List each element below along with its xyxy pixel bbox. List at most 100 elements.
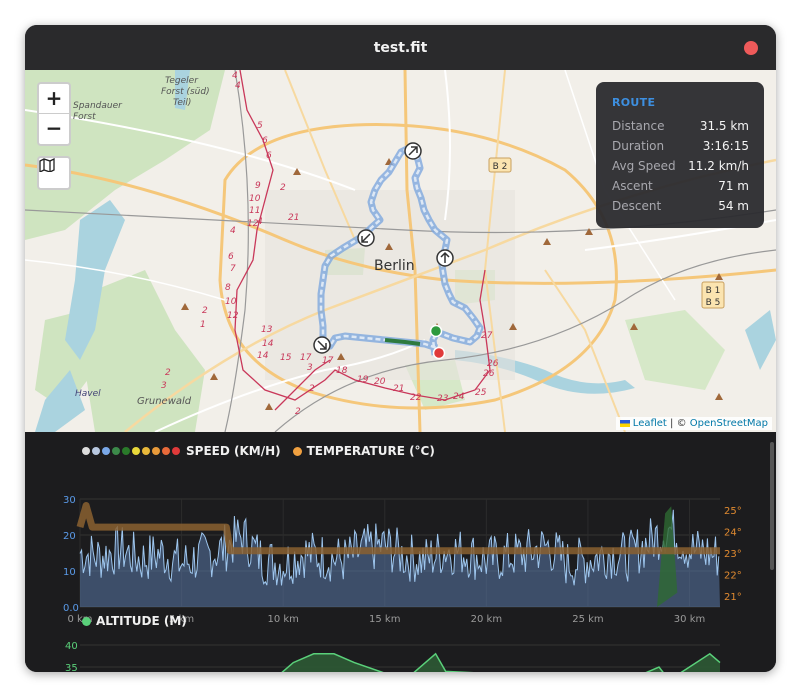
temperature-line — [76, 502, 720, 555]
temperature-tick-label: 25° — [724, 506, 742, 517]
svg-text:17: 17 — [322, 356, 334, 366]
altitude-tick-label: 40 — [65, 641, 78, 652]
temperature-legend-dot — [292, 446, 302, 456]
svg-text:22: 22 — [410, 393, 422, 403]
distance-tick-label: 30 km — [674, 614, 705, 625]
place-label-grunewald: Grunewald — [137, 396, 192, 407]
osm-link[interactable]: OpenStreetMap — [689, 418, 768, 429]
svg-text:4: 4 — [232, 71, 238, 81]
leaflet-link[interactable]: Leaflet — [632, 418, 667, 429]
flag-icon — [619, 419, 630, 427]
svg-text:2: 2 — [202, 306, 208, 316]
distance-tick-label: 15 km — [369, 614, 400, 625]
svg-text:2: 2 — [295, 407, 301, 417]
altitude-line — [281, 652, 721, 672]
place-label-spandauer-forst: Forst — [73, 112, 96, 122]
route-row-value: 31.5 km — [699, 119, 749, 133]
speed-scale-dot — [132, 447, 140, 455]
svg-text:7: 7 — [230, 264, 236, 274]
speed-tick-label: 0.0 — [63, 603, 79, 614]
charts-panel: SPEED (KM/H) TEMPERATURE (°C) 30 20 10 0.0 2… — [25, 432, 776, 672]
speed-scale-dot — [172, 447, 180, 455]
svg-text:2: 2 — [165, 368, 171, 378]
svg-text:20: 20 — [374, 377, 386, 387]
svg-text:10: 10 — [225, 297, 237, 307]
map-tiles: B 2 B 1 B 5 Tegeler Forst (süd) Teil) Sp… — [25, 70, 776, 432]
place-label-tegeler: Tegeler — [165, 76, 199, 86]
speed-area — [80, 509, 720, 607]
svg-text:5: 5 — [257, 121, 263, 131]
speed-scale-dot — [92, 447, 100, 455]
route-summary-panel: ROUTE Distance 31.5 km Duration 3:16:15 … — [596, 82, 764, 228]
map-icon — [39, 158, 55, 172]
svg-text:6: 6 — [228, 252, 234, 262]
svg-text:2: 2 — [309, 384, 315, 394]
direction-marker-icon — [436, 249, 454, 267]
road-badge-b2: B 2 — [493, 162, 508, 172]
altitude-legend-dot — [82, 616, 91, 626]
layers-button[interactable] — [37, 156, 71, 190]
svg-text:25: 25 — [475, 388, 487, 398]
direction-marker-icon — [357, 229, 375, 247]
close-button[interactable] — [744, 41, 758, 55]
route-row-label: Ascent — [612, 179, 653, 193]
svg-text:1: 1 — [200, 320, 206, 330]
svg-text:3: 3 — [161, 381, 167, 391]
svg-text:11: 11 — [249, 206, 260, 216]
speed-scale-dot — [112, 447, 120, 455]
speed-scale-dot — [82, 447, 90, 455]
speed-tick-label: 10 — [63, 567, 76, 578]
svg-text:15: 15 — [280, 353, 292, 363]
temperature-tick-label: 21° — [724, 592, 742, 603]
route-row-duration: Duration 3:16:15 — [612, 139, 749, 153]
route-row-value: 71 m — [718, 179, 749, 193]
route-row-ascent: Ascent 71 m — [612, 179, 749, 193]
route-map[interactable]: B 2 B 1 B 5 Tegeler Forst (süd) Teil) Sp… — [25, 70, 776, 432]
distance-tick-label: 10 km — [267, 614, 298, 625]
temperature-tick-label: 23° — [724, 549, 742, 560]
svg-text:18: 18 — [336, 366, 348, 376]
title-bar: test.fit — [25, 25, 776, 70]
speed-legend: SPEED (KM/H) TEMPERATURE (°C) — [82, 444, 435, 458]
zoom-in-button[interactable]: + — [39, 84, 69, 114]
temperature-tick-label: 22° — [724, 571, 742, 582]
zoom-control: + − — [37, 82, 71, 146]
svg-text:19: 19 — [357, 375, 369, 385]
route-panel-title: ROUTE — [612, 96, 656, 109]
speed-color-scale — [82, 447, 180, 455]
svg-text:21: 21 — [288, 213, 299, 223]
route-row-label: Avg Speed — [612, 159, 676, 173]
chart-scrollbar[interactable] — [770, 442, 774, 570]
svg-text:10: 10 — [249, 194, 261, 204]
distance-tick-label: 25 km — [572, 614, 603, 625]
route-row-label: Descent — [612, 199, 662, 213]
temperature-legend-label: TEMPERATURE (°C) — [306, 444, 435, 458]
zoom-out-button[interactable]: − — [45, 116, 63, 140]
svg-text:26: 26 — [487, 359, 499, 369]
svg-text:12: 12 — [247, 219, 259, 229]
place-label-forst: Forst (süd) — [161, 87, 210, 97]
svg-text:23: 23 — [437, 394, 449, 404]
app-window: test.fit — [25, 25, 776, 672]
road-badge-b1: B 1 — [706, 286, 721, 296]
route-row-value: 3:16:15 — [702, 139, 749, 153]
distance-tick-label: 5 km — [169, 614, 194, 625]
distance-tick-label: 0 km — [67, 614, 92, 625]
distance-tick-label: 20 km — [471, 614, 502, 625]
start-marker-icon — [429, 324, 443, 338]
altitude-tick-label: 35 — [65, 663, 78, 672]
svg-text:21: 21 — [393, 384, 404, 394]
svg-text:24: 24 — [453, 392, 465, 402]
svg-text:6: 6 — [262, 136, 268, 146]
speed-tick-label: 30 — [63, 495, 76, 506]
route-row-label: Duration — [612, 139, 665, 153]
svg-text:14: 14 — [262, 339, 274, 349]
route-row-avg-speed: Avg Speed 11.2 km/h — [612, 159, 749, 173]
speed-peak — [657, 506, 678, 607]
speed-chart[interactable]: 30 20 10 0.0 25° 24° 23° 22° 21° 0 km 5 km 10 km 15 … — [25, 432, 776, 672]
speed-legend-label: SPEED (KM/H) — [186, 444, 281, 458]
speed-scale-dot — [102, 447, 110, 455]
route-row-value: 11.2 km/h — [688, 159, 749, 173]
svg-text:4: 4 — [230, 226, 236, 236]
attribution-separator: | © — [670, 418, 687, 429]
